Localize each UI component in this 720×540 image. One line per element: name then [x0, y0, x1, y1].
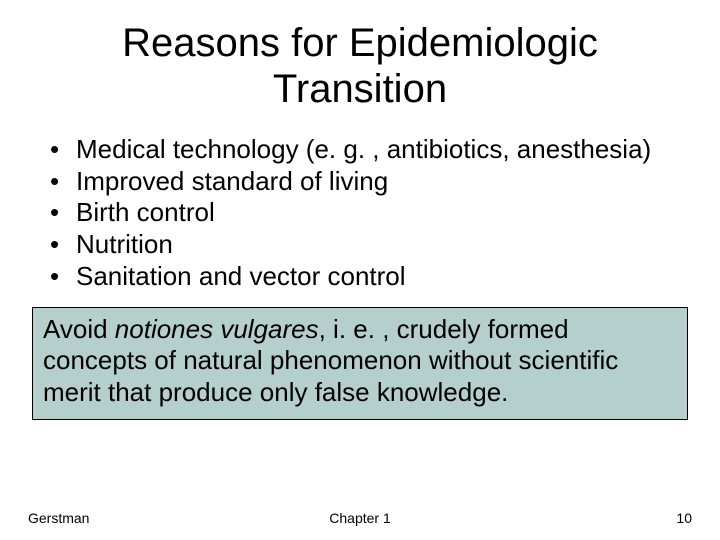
list-item: Medical technology (e. g. , antibiotics,…	[46, 134, 684, 166]
slide-title: Reasons for Epidemiologic Transition	[28, 20, 692, 112]
slide-footer: Gerstman Chapter 1 10	[0, 510, 720, 526]
list-item: Improved standard of living	[46, 166, 684, 198]
slide: Reasons for Epidemiologic Transition Med…	[0, 0, 720, 540]
bullet-list: Medical technology (e. g. , antibiotics,…	[28, 134, 692, 293]
callout-italic: notiones vulgares	[115, 314, 319, 344]
footer-right: 10	[676, 510, 692, 526]
list-item: Nutrition	[46, 229, 684, 261]
footer-left: Gerstman	[28, 510, 89, 526]
footer-center: Chapter 1	[329, 510, 390, 526]
list-item: Sanitation and vector control	[46, 261, 684, 293]
list-item: Birth control	[46, 197, 684, 229]
callout-prefix: Avoid	[43, 314, 115, 344]
callout-box: Avoid notiones vulgares, i. e. , crudely…	[32, 307, 688, 420]
